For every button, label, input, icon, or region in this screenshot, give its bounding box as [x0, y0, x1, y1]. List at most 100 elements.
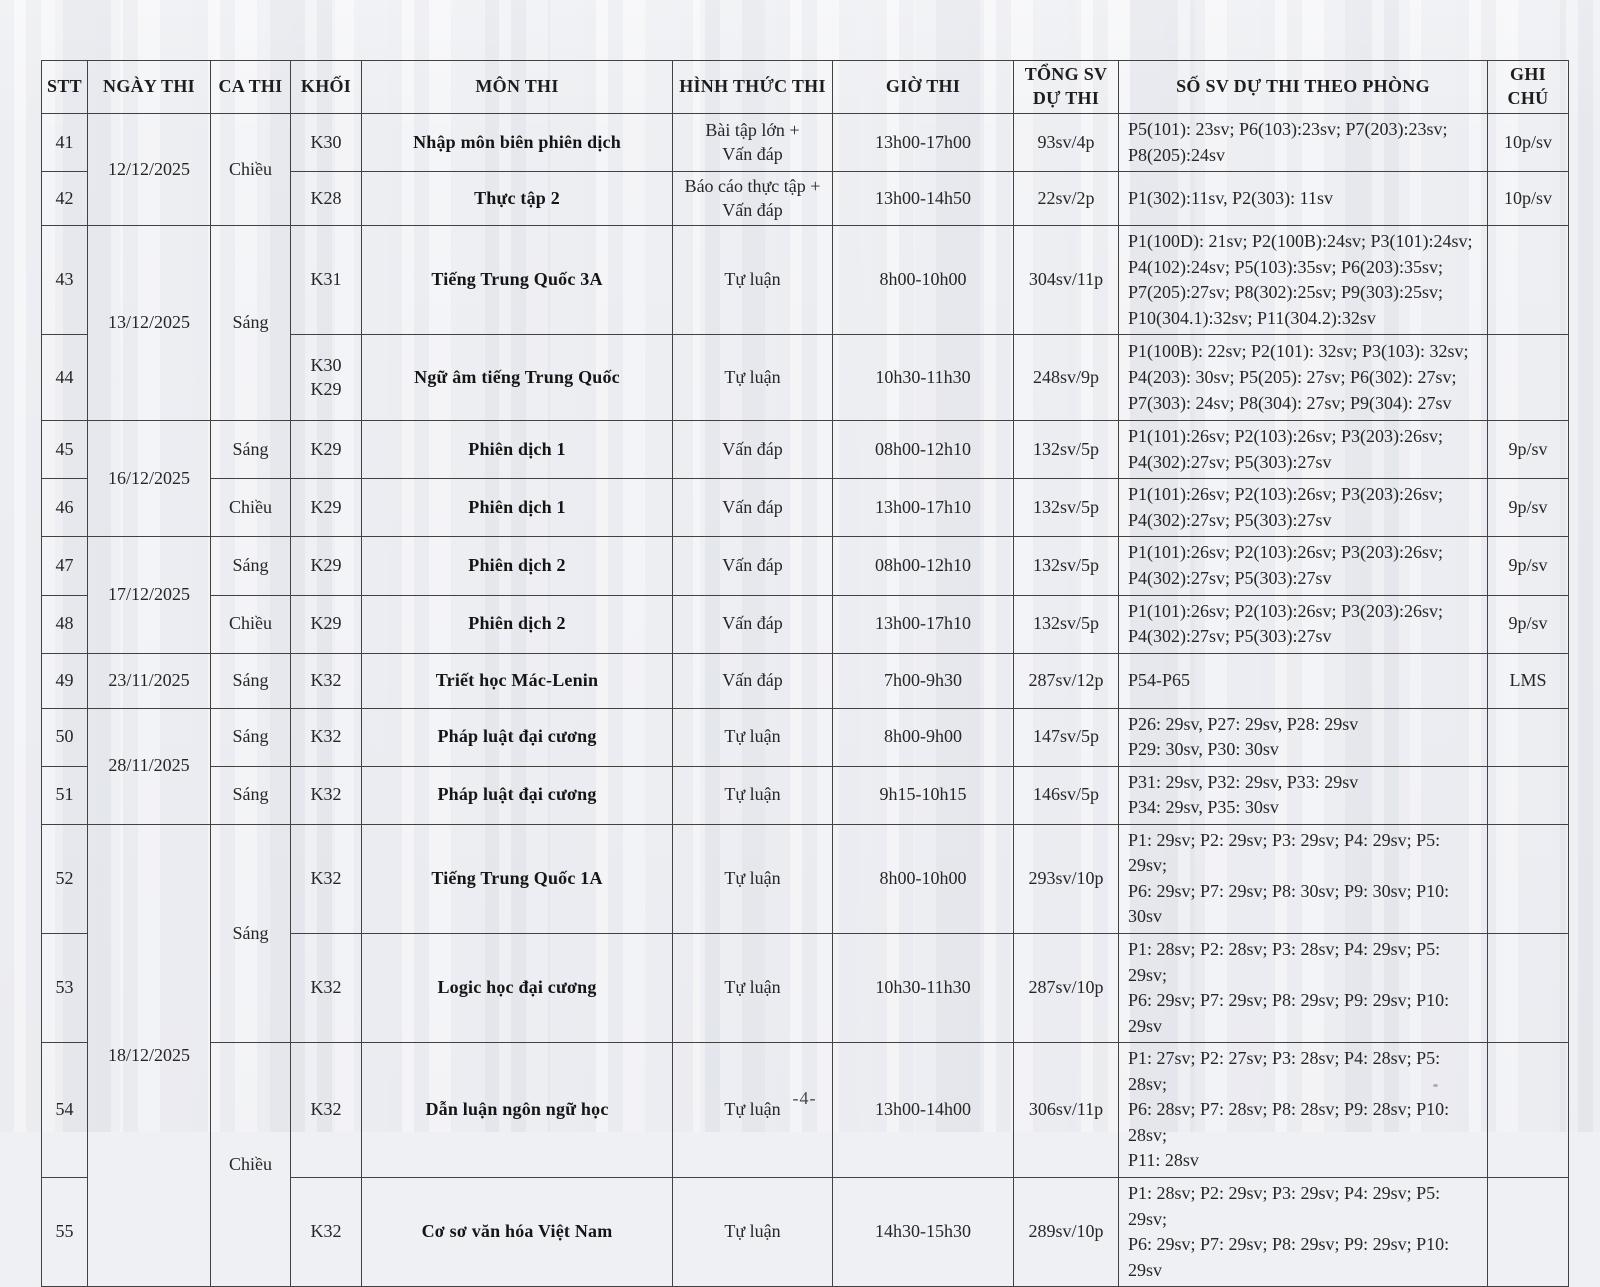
cell-total-students: 132sv/5p [1013, 594, 1119, 654]
cell-students-per-room: P1(101):26sv; P2(103):26sv; P3(203):26sv… [1118, 478, 1488, 538]
cell-cohort: K32 [290, 823, 362, 935]
cell-subject: Phiên dịch 1 [361, 478, 673, 538]
cell-stt: 54 [41, 1042, 88, 1178]
cell-total-students: 93sv/4p [1013, 112, 1119, 173]
cell-session: Chiều [210, 478, 291, 538]
cell-note [1487, 707, 1569, 767]
cell-subject: Phiên dịch 2 [361, 594, 673, 654]
table-row: 45 16/12/2025 Sáng K29 Phiên dịch 1 Vấn … [41, 420, 1569, 538]
cell-subject: Phiên dịch 2 [361, 536, 673, 596]
cell-cohort: K32 [290, 707, 362, 767]
cell-note [1487, 823, 1569, 935]
cell-exam-date: 23/11/2025 [87, 652, 211, 709]
cell-exam-format: Tự luận [672, 707, 833, 767]
cell-subject: Ngữ âm tiếng Trung Quốc [361, 334, 673, 422]
cell-stt: 43 [41, 225, 88, 336]
cell-cohort: K32 [290, 1176, 362, 1287]
cell-note: 9p/sv [1487, 536, 1569, 596]
cell-stt: 55 [41, 1176, 88, 1287]
table-row: 44 K30 K29 Ngữ âm tiếng Trung Quốc Tự lu… [41, 334, 1569, 422]
col-header-cohort: KHỐI [290, 60, 362, 114]
cell-exam-format: Tự luận [672, 1042, 833, 1178]
cell-students-per-room: P54-P65 [1118, 652, 1488, 709]
cell-note [1487, 334, 1569, 422]
cell-note [1487, 1176, 1569, 1287]
cell-total-students: 289sv/10p [1013, 1176, 1119, 1287]
table-row: 53 K32 Logic học đại cương Tự luận 10h30… [41, 933, 1569, 1044]
table-row: 54 Chiều K32 Dẫn luận ngôn ngữ học Tự lu… [41, 1042, 1569, 1287]
table-body: 41 12/12/2025 Chiều K30 Nhập môn biên ph… [41, 112, 1569, 1287]
cell-exam-time: 8h00-9h00 [832, 707, 1014, 767]
cell-cohort: K29 [290, 420, 362, 480]
cell-students-per-room: P1: 28sv; P2: 28sv; P3: 28sv; P4: 29sv; … [1118, 933, 1488, 1044]
cell-subject: Dẫn luận ngôn ngữ học [361, 1042, 673, 1178]
cell-stt: 47 [41, 536, 88, 596]
cell-exam-time: 7h00-9h30 [832, 652, 1014, 709]
cell-total-students: 293sv/10p [1013, 823, 1119, 935]
table-row: 46 Chiều K29 Phiên dịch 1 Vấn đáp 13h00-… [41, 478, 1569, 538]
cell-exam-format: Vấn đáp [672, 536, 833, 596]
cell-session: Sáng [210, 652, 291, 709]
cell-total-students: 287sv/12p [1013, 652, 1119, 709]
cell-stt: 42 [41, 171, 88, 227]
cell-subject: Pháp luật đại cương [361, 765, 673, 825]
cell-session: Chiều [210, 594, 291, 654]
col-header-students-per-room: SỐ SV DỰ THI THEO PHÒNG [1118, 60, 1488, 114]
col-header-subject: MÔN THI [361, 60, 673, 114]
table-row: 49 23/11/2025 Sáng K32 Triết học Mác-Len… [41, 652, 1569, 709]
cell-students-per-room: P1(100D): 21sv; P2(100B):24sv; P3(101):2… [1118, 225, 1488, 336]
col-header-exam-format: HÌNH THỨC THI [672, 60, 833, 114]
cell-cohort: K32 [290, 933, 362, 1044]
cell-total-students: 248sv/9p [1013, 334, 1119, 422]
cell-stt: 44 [41, 334, 88, 422]
cell-exam-format: Vấn đáp [672, 478, 833, 538]
cell-exam-format: Tự luận [672, 933, 833, 1044]
cell-session: Chiều [210, 112, 291, 227]
cell-students-per-room: P26: 29sv, P27: 29sv, P28: 29sv P29: 30s… [1118, 707, 1488, 767]
cell-stt: 52 [41, 823, 88, 935]
cell-exam-date: 12/12/2025 [87, 112, 211, 227]
cell-subject: Phiên dịch 1 [361, 420, 673, 480]
cell-cohort: K30 K29 [290, 334, 362, 422]
cell-subject: Tiếng Trung Quốc 3A [361, 225, 673, 336]
page-number: -4- [792, 1088, 817, 1108]
cell-students-per-room: P1: 27sv; P2: 27sv; P3: 28sv; P4: 28sv; … [1118, 1042, 1488, 1178]
table-row: 48 Chiều K29 Phiên dịch 2 Vấn đáp 13h00-… [41, 594, 1569, 654]
col-header-notes: GHI CHÚ [1487, 60, 1569, 114]
table-row: 51 Sáng K32 Pháp luật đại cương Tự luận … [41, 765, 1569, 825]
cell-note: 9p/sv [1487, 478, 1569, 538]
cell-total-students: 146sv/5p [1013, 765, 1119, 825]
cell-exam-time: 13h00-14h50 [832, 171, 1014, 227]
cell-session: Chiều [210, 1042, 291, 1287]
cell-note: 9p/sv [1487, 420, 1569, 480]
cell-subject: Logic học đại cương [361, 933, 673, 1044]
col-header-exam-date: NGÀY THI [87, 60, 211, 114]
cell-exam-format: Tự luận [672, 334, 833, 422]
cell-exam-format: Tự luận [672, 765, 833, 825]
cell-students-per-room: P1(302):11sv, P2(303): 11sv [1118, 171, 1488, 227]
cell-session: Sáng [210, 420, 291, 480]
cell-stt: 53 [41, 933, 88, 1044]
cell-cohort: K32 [290, 652, 362, 709]
cell-exam-time: 08h00-12h10 [832, 536, 1014, 596]
cell-subject: Triết học Mác-Lenin [361, 652, 673, 709]
cell-cohort: K32 [290, 1042, 362, 1178]
table-header: STT NGÀY THI CA THI KHỐI MÔN THI HÌNH TH… [41, 60, 1569, 114]
cell-students-per-room: P31: 29sv, P32: 29sv, P33: 29sv P34: 29s… [1118, 765, 1488, 825]
scan-speck [1433, 1084, 1438, 1087]
cell-subject: Cơ sơ văn hóa Việt Nam [361, 1176, 673, 1287]
table-row: 52 18/12/2025 Sáng K32 Tiếng Trung Quốc … [41, 823, 1569, 1287]
cell-exam-format: Tự luận [672, 823, 833, 935]
cell-exam-time: 14h30-15h30 [832, 1176, 1014, 1287]
cell-subject: Nhập môn biên phiên dịch [361, 112, 673, 173]
cell-note [1487, 933, 1569, 1044]
cell-total-students: 132sv/5p [1013, 420, 1119, 480]
col-header-session: CA THI [210, 60, 291, 114]
cell-stt: 41 [41, 112, 88, 173]
cell-stt: 50 [41, 707, 88, 767]
cell-total-students: 22sv/2p [1013, 171, 1119, 227]
cell-note [1487, 225, 1569, 336]
cell-stt: 45 [41, 420, 88, 480]
cell-session: Sáng [210, 823, 291, 1044]
cell-exam-format: Bài tập lớn + Vấn đáp [672, 112, 833, 173]
